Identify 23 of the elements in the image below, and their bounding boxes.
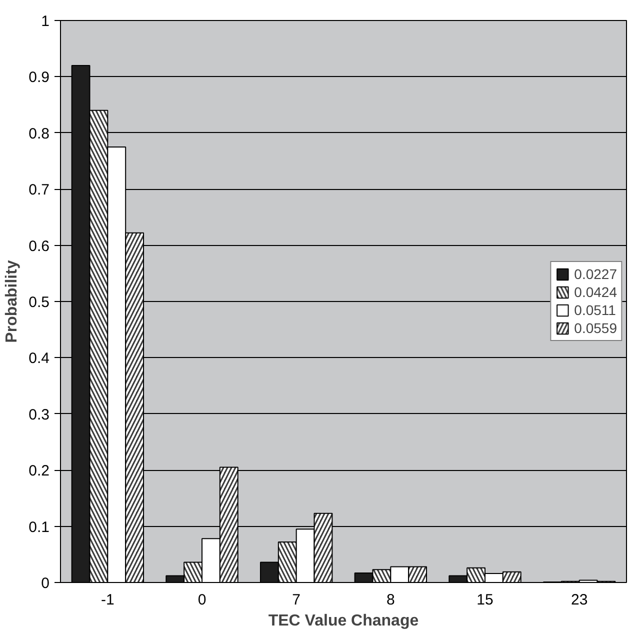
y-tick-label: 0.7 (28, 182, 50, 199)
y-tick-label: 0.3 (28, 406, 50, 424)
y-tick-label: 0.5 (28, 294, 50, 311)
x-tick-label: 8 (386, 592, 395, 608)
legend-label: 0.0559 (574, 320, 617, 336)
y-axis-title: Probability (4, 260, 21, 343)
x-tick-label: 23 (570, 592, 588, 608)
y-tick-label: 0.9 (28, 69, 50, 86)
x-axis-title: TEC Value Chanage (268, 612, 419, 630)
y-tick-label: 0.6 (28, 238, 50, 255)
y-tick-label: 0.8 (28, 125, 50, 142)
x-tick-label: 0 (198, 592, 206, 608)
y-tick-label: 0 (41, 575, 50, 592)
x-tick-label: 7 (292, 592, 301, 608)
y-tick-label: 0.1 (28, 518, 50, 536)
y-tick-label: 1 (41, 13, 50, 30)
legend-label: 0.0424 (574, 284, 617, 300)
x-tick-label: 15 (476, 592, 494, 608)
legend-label: 0.0227 (574, 266, 617, 282)
legend-label: 0.0511 (574, 302, 616, 318)
y-tick-label: 0.2 (28, 462, 50, 480)
x-tick-label: -1 (101, 592, 114, 608)
y-tick-label: 0.4 (28, 350, 50, 368)
